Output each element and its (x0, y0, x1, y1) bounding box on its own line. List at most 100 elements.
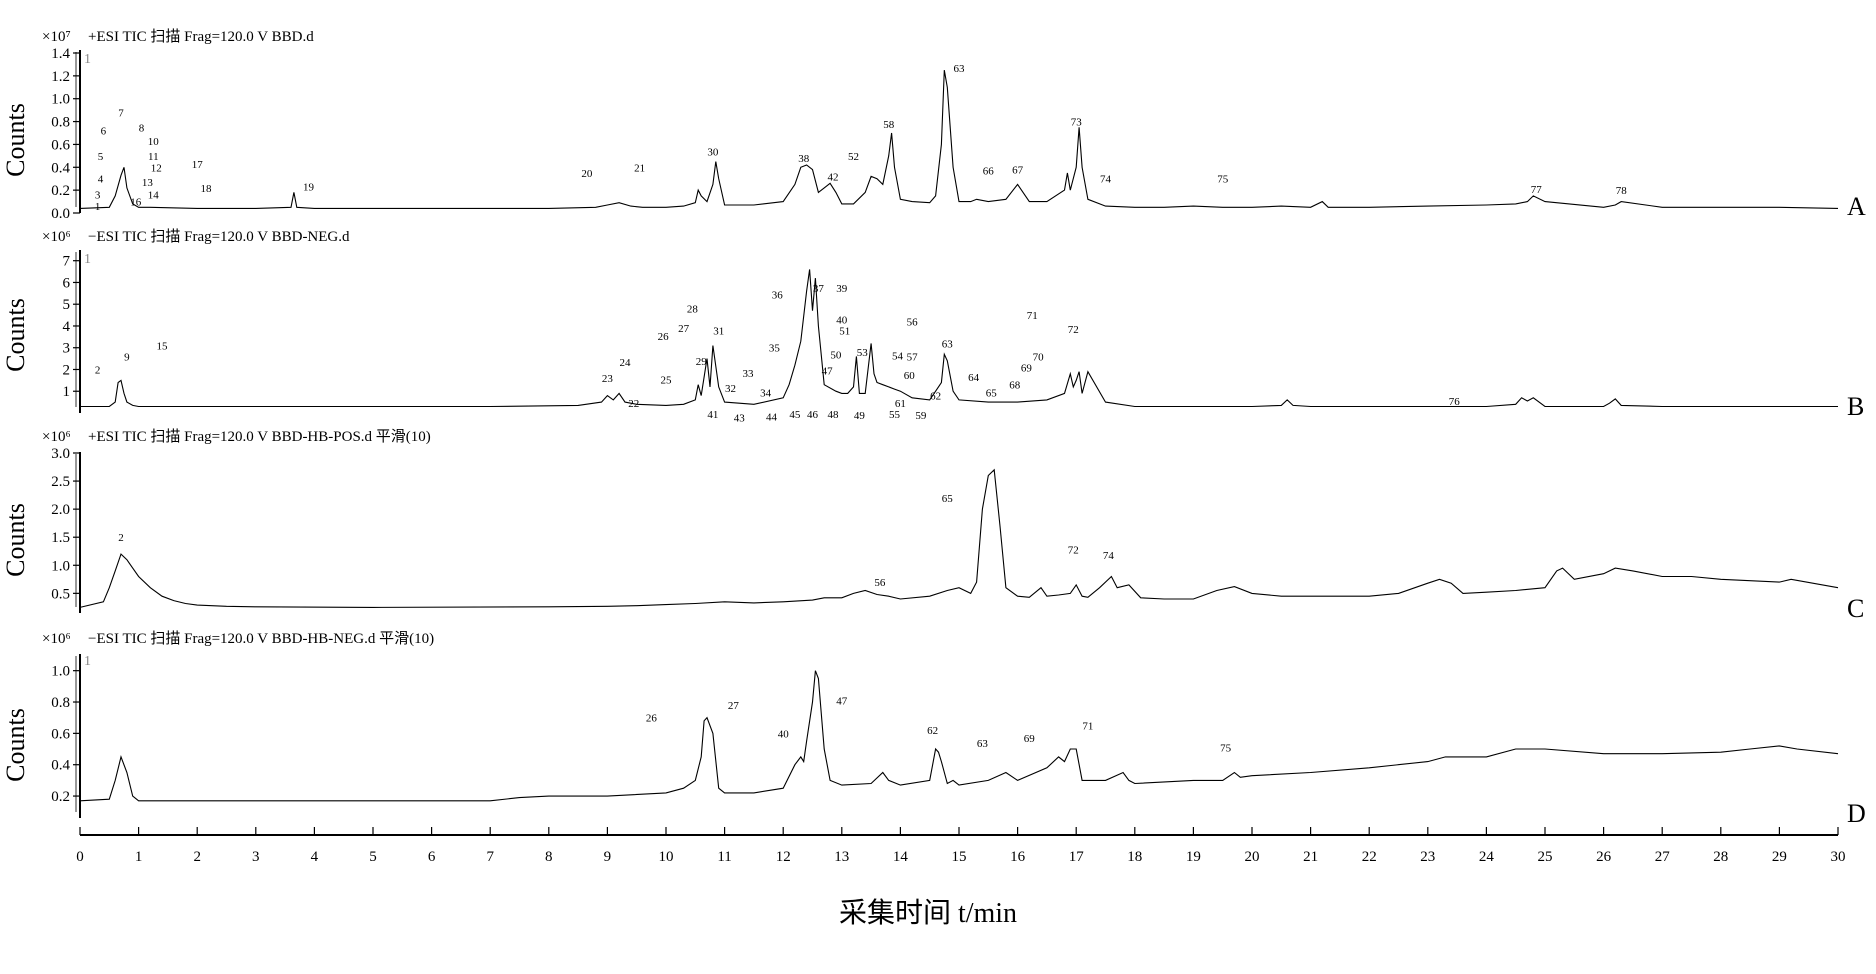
peak-label: 47 (836, 696, 848, 708)
peak-label: 61 (895, 398, 906, 410)
x-tick-label: 12 (776, 849, 791, 865)
peak-label: 12 (151, 162, 162, 174)
peak-label: 37 (813, 283, 825, 295)
y-tick-label: 1.2 (51, 69, 70, 85)
panel-d-series-line (79, 670, 1839, 802)
peak-label: 33 (743, 368, 755, 380)
y-tick-label: 2.0 (51, 502, 70, 518)
panel-c-plot: 0.5 1.0 1.5 2.0 2.5 3.0 2 56 65 72 74 (51, 446, 1839, 613)
peak-label: 56 (874, 577, 886, 589)
y-tick-label: 0.0 (51, 206, 70, 222)
x-axis: 0 1 2 3 4 5 6 7 8 9 10 11 12 13 14 15 16 17 18 19 20 21 22 23 24… (76, 827, 1846, 865)
y-tick-label: 1.5 (51, 530, 70, 546)
panel-b-plot: 1234567291522232425262728293132333435363… (63, 250, 1838, 424)
peak-label: 17 (192, 159, 204, 171)
peak-label: 20 (581, 168, 593, 180)
peak-label: 22 (628, 398, 639, 410)
peak-label: 40 (778, 728, 790, 740)
y-tick-label: 2.5 (51, 474, 70, 490)
y-tick-label: 0.8 (51, 115, 70, 131)
peak-label: 4 (98, 174, 104, 186)
peak-label: 5 (98, 151, 104, 163)
peak-label: 39 (836, 283, 848, 295)
y-tick-label: 0.4 (51, 160, 70, 176)
peak-label: 26 (646, 713, 658, 725)
peak-label: 28 (687, 304, 699, 316)
panel-b-title: −ESI TIC 扫描 Frag=120.0 V BBD-NEG.d (88, 228, 350, 245)
x-tick-label: 7 (486, 849, 494, 865)
x-tick-label: 23 (1420, 849, 1435, 865)
peak-label: 62 (927, 725, 938, 737)
panel-d-header: ×10⁶ −ESI TIC 扫描 Frag=120.0 V BBD-HB-NEG… (1, 630, 1866, 828)
y-tick-label: 0.8 (51, 695, 70, 711)
y-tick-label: 0.5 (51, 586, 70, 602)
peak-label: 44 (766, 411, 778, 423)
peak-label: 75 (1220, 743, 1232, 755)
peak-label: 14 (148, 190, 160, 202)
panel-d-plot: 0.2 0.4 0.6 0.8 1.0 26 27 40 47 62 63 69 71 75 (51, 654, 1839, 818)
panel-b-header: ×10⁶ −ESI TIC 扫描 Frag=120.0 V BBD-NEG.d … (1, 228, 1864, 421)
peak-label: 59 (915, 410, 927, 422)
peak-label: 8 (139, 122, 145, 134)
x-tick-label: 8 (545, 849, 553, 865)
peak-label: 25 (661, 374, 673, 386)
peak-label: 54 (892, 350, 904, 362)
peak-label: 78 (1616, 185, 1628, 197)
panel-c-ylabel: Counts (1, 503, 30, 577)
y-tick-label: 1.0 (51, 92, 70, 108)
peak-label: 1 (95, 201, 101, 213)
x-tick-label: 27 (1655, 849, 1671, 865)
peak-label: 13 (142, 177, 154, 189)
peak-label: 51 (839, 325, 850, 337)
peak-label: 72 (1068, 545, 1079, 557)
x-tick-label: 3 (252, 849, 260, 865)
panel-d-ylabel: Counts (1, 708, 30, 782)
peak-label: 15 (157, 341, 169, 353)
x-tick-label: 28 (1713, 849, 1728, 865)
peak-label: 50 (830, 349, 842, 361)
peak-label: 10 (148, 136, 160, 148)
peak-label: 18 (201, 183, 213, 195)
peak-label: 69 (1021, 362, 1033, 374)
peak-label: 42 (828, 171, 839, 183)
peak-label: 77 (1531, 184, 1543, 196)
peak-label: 41 (707, 409, 718, 421)
peak-label: 69 (1024, 733, 1036, 745)
panel-a-plot: 0.00.20.40.60.81.01.21.41345678101112131… (51, 46, 1839, 222)
panel-a-title: +ESI TIC 扫描 Frag=120.0 V BBD.d (88, 28, 314, 45)
y-tick-label: 4 (63, 319, 71, 335)
peak-label: 3 (95, 190, 101, 202)
y-tick-label: 0.4 (51, 758, 70, 774)
x-tick-label: 10 (659, 849, 674, 865)
panel-a-header: ×10⁷ +ESI TIC 扫描 Frag=120.0 V BBD.d 1 Co… (1, 28, 1866, 221)
x-tick-label: 5 (369, 849, 377, 865)
peak-label: 7 (118, 107, 124, 119)
panel-a-series-line (79, 70, 1839, 209)
x-tick-label: 26 (1596, 849, 1612, 865)
peak-label: 68 (1009, 380, 1021, 392)
y-tick-label: 5 (63, 297, 71, 313)
peak-label: 75 (1217, 174, 1229, 186)
x-tick-label: 1 (135, 849, 143, 865)
x-tick-label: 13 (834, 849, 849, 865)
panel-c-scale: ×10⁶ (42, 429, 71, 445)
peak-label: 48 (828, 409, 840, 421)
peak-label: 9 (124, 351, 130, 363)
x-tick-label: 9 (604, 849, 612, 865)
y-tick-label: 2 (63, 362, 71, 378)
panel-b-ylabel: Counts (1, 298, 30, 372)
panel-b-letter: B (1847, 392, 1864, 421)
x-tick-label: 14 (893, 849, 909, 865)
x-tick-label: 17 (1069, 849, 1085, 865)
peak-label: 49 (854, 410, 866, 422)
peak-label: 76 (1449, 396, 1461, 408)
peak-label: 65 (942, 493, 954, 505)
y-tick-label: 0.2 (51, 789, 70, 805)
peak-label: 71 (1082, 721, 1093, 733)
x-tick-label: 24 (1479, 849, 1495, 865)
peak-label: 73 (1071, 117, 1083, 129)
peak-label: 36 (772, 289, 784, 301)
peak-label: 45 (789, 409, 801, 421)
peak-label: 2 (118, 532, 124, 544)
